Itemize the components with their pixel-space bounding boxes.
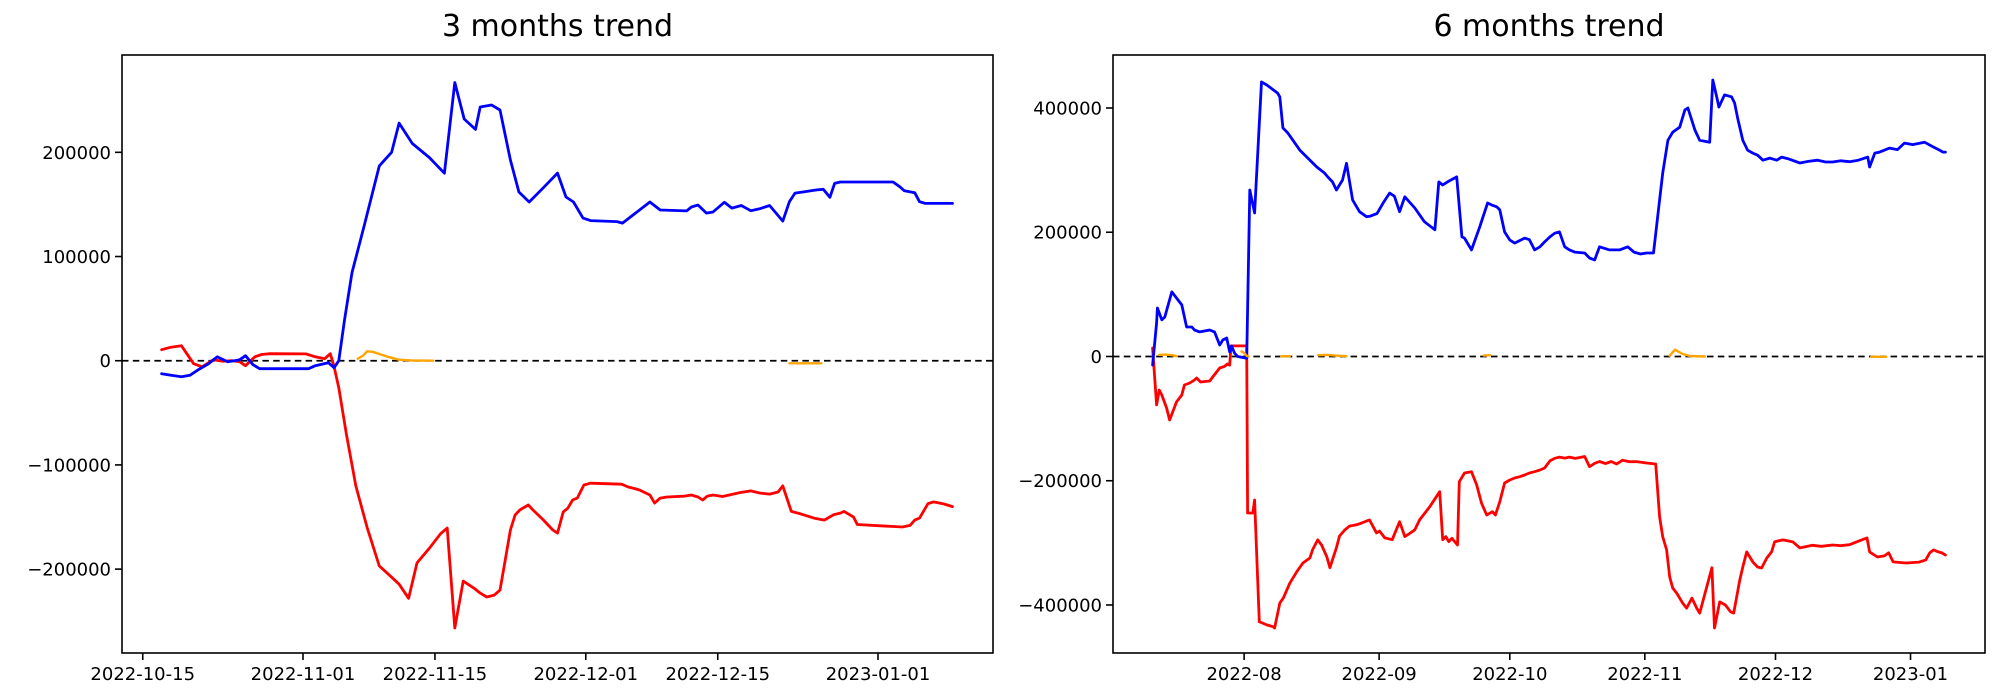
neutral-line bbox=[1668, 348, 1707, 358]
x-tick-label: 2023-01 bbox=[1873, 664, 1948, 685]
chart-title-6-months: 6 months trend bbox=[1433, 9, 1665, 44]
downtrend-line bbox=[1151, 344, 1947, 630]
x-tick-label: 2022-12 bbox=[1738, 664, 1813, 685]
x-tick-label: 2022-09 bbox=[1342, 664, 1417, 685]
plot-border bbox=[121, 54, 994, 654]
chart-0: 2022-10-15 2022-11-01 2022-11-15 2022-12-01… bbox=[27, 54, 994, 685]
downtrend-line bbox=[160, 344, 954, 630]
neutral-line bbox=[1240, 350, 1250, 358]
y-tick-label: 0 bbox=[1091, 347, 1102, 368]
y-tick-label: −100000 bbox=[27, 455, 111, 476]
y-tick-label: −400000 bbox=[1018, 595, 1102, 616]
x-tick-label: 2022-10-15 bbox=[90, 664, 195, 685]
y-tick-label: 200000 bbox=[1033, 223, 1102, 244]
x-tick-label: 2022-08 bbox=[1206, 664, 1281, 685]
x-tick-label: 2023-01-01 bbox=[826, 664, 931, 685]
neutral-line bbox=[1157, 353, 1178, 358]
y-tick-label: 100000 bbox=[42, 247, 111, 268]
uptrend-line bbox=[160, 81, 954, 379]
x-tick-label: 2022-12-01 bbox=[533, 664, 638, 685]
plot-border bbox=[1112, 54, 1986, 654]
y-tick-label: 0 bbox=[100, 351, 111, 372]
x-tick-label: 2022-11-01 bbox=[251, 664, 356, 685]
y-tick-label: 200000 bbox=[42, 143, 111, 164]
y-tick-label: −200000 bbox=[27, 560, 111, 581]
x-tick-label: 2022-10 bbox=[1472, 664, 1547, 685]
uptrend-line bbox=[1151, 78, 1947, 367]
x-tick-label: 2022-11 bbox=[1607, 664, 1682, 685]
neutral-line bbox=[1316, 353, 1348, 358]
y-tick-label: −200000 bbox=[1018, 471, 1102, 492]
x-tick-label: 2022-12-15 bbox=[665, 664, 770, 685]
neutral-line bbox=[356, 350, 435, 362]
chart-1: 2022-08 2022-09 2022-10 2022-11 2022-12 2023-… bbox=[1018, 54, 1986, 685]
x-tick-label: 2022-11-15 bbox=[383, 664, 488, 685]
y-tick-label: 400000 bbox=[1033, 98, 1102, 119]
chart-title-3-months: 3 months trend bbox=[441, 9, 674, 44]
